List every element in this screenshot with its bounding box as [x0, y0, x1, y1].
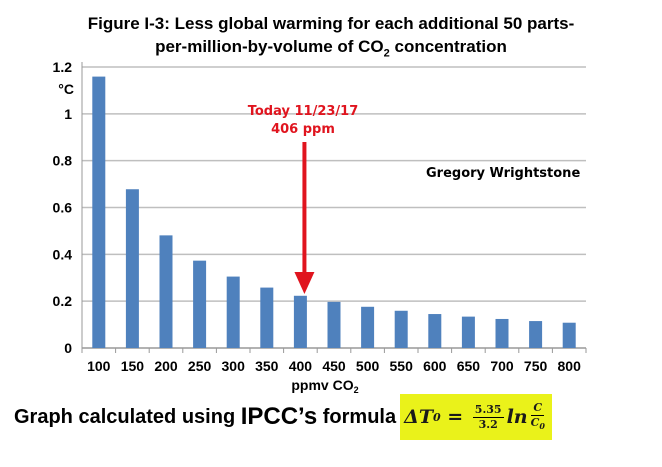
bar-700 — [495, 318, 509, 348]
formula-box: ΔT 0 = 5.35 3.2 ln C C0 — [400, 394, 552, 440]
y-axis-label: °C — [58, 81, 74, 97]
formula-c0-text: C — [530, 415, 540, 429]
x-tick-label: 800 — [558, 358, 582, 374]
x-tick-label: 600 — [423, 358, 447, 374]
formula-lhs: ΔT — [404, 406, 433, 428]
y-tick-label: 0 — [64, 340, 72, 356]
x-tick-label: 500 — [356, 358, 380, 374]
formula-num: 5.35 — [472, 402, 504, 418]
annotation-ppm: 406 ppm — [271, 122, 335, 137]
chart-title-line1: Figure I-3: Less global warming for each… — [87, 14, 575, 33]
bar-600 — [428, 314, 442, 348]
title-text-end: concentration — [389, 37, 507, 56]
formula-c0-sub: 0 — [539, 421, 545, 432]
formula-den: 3.2 — [478, 417, 498, 431]
formula-ln: ln — [506, 406, 528, 428]
x-tick-label: 550 — [390, 358, 414, 374]
title-text: per-million-by-volume of CO — [155, 37, 384, 56]
footer-text: Graph calculated using — [14, 405, 241, 428]
formula-c: C — [531, 400, 545, 416]
y-tick-label: 0.4 — [53, 246, 73, 262]
formula-lhs-sub: 0 — [432, 410, 441, 424]
title-subscript: 2 — [383, 47, 390, 60]
x-tick-label: 650 — [457, 358, 481, 374]
y-tick-label: 0.6 — [53, 200, 73, 216]
bar-650 — [461, 316, 475, 348]
x-tick-label: 400 — [289, 358, 313, 374]
bar-750 — [529, 321, 543, 348]
chart-title-line2: per-million-by-volume of CO2 concentrati… — [0, 37, 662, 59]
bar-400 — [293, 295, 307, 348]
author-credit: Gregory Wrightstone — [426, 166, 581, 181]
x-tick-label: 250 — [188, 358, 212, 374]
footer-text-end: formula — [317, 405, 397, 428]
y-tick-label: 0.8 — [53, 153, 73, 169]
x-tick-label: 450 — [322, 358, 346, 374]
bar-300 — [226, 276, 240, 348]
formula-ratio: C C0 — [531, 401, 545, 433]
x-axis-label: ppmv CO2 — [291, 377, 358, 395]
x-tick-label: 200 — [154, 358, 178, 374]
bar-350 — [260, 287, 274, 348]
x-tick-label: 750 — [524, 358, 548, 374]
formula-eq: = — [440, 406, 470, 428]
x-tick-label: 100 — [87, 358, 111, 374]
bar-800 — [562, 322, 576, 348]
x-tick-label: 150 — [121, 358, 145, 374]
formula-coef: 5.35 3.2 — [472, 402, 504, 432]
y-tick-label: 1 — [64, 106, 72, 122]
bar-550 — [394, 310, 408, 348]
x-axis-label-sub: 2 — [354, 385, 359, 395]
y-tick-label: 1.2 — [53, 59, 73, 75]
footer-caption: Graph calculated using IPCC’s formula ΔT… — [14, 394, 552, 440]
y-tick-label: 0.2 — [53, 293, 73, 309]
formula-c0: C0 — [531, 416, 545, 433]
bar-200 — [159, 235, 173, 348]
x-tick-label: 300 — [222, 358, 246, 374]
bar-450 — [327, 301, 341, 348]
annotation-arrow-head — [294, 272, 315, 294]
bar-150 — [125, 189, 139, 348]
bar-250 — [193, 260, 207, 348]
bar-500 — [361, 306, 375, 348]
bar-100 — [92, 76, 106, 348]
annotation-date: Today 11/23/17 — [247, 104, 359, 119]
x-tick-label: 350 — [255, 358, 279, 374]
footer-ipcc: IPCC’s — [240, 403, 318, 430]
x-tick-label: 700 — [490, 358, 514, 374]
